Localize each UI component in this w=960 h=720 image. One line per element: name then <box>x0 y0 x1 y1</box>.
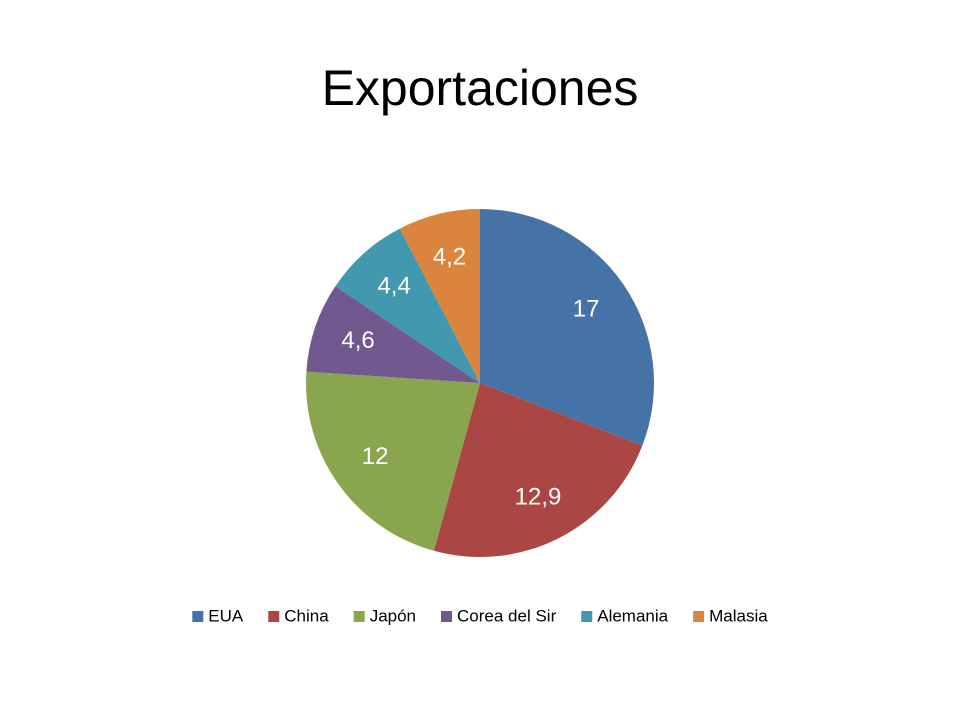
data-label: 17 <box>573 295 600 322</box>
legend-swatch <box>441 611 453 622</box>
data-label: 12,9 <box>515 483 562 510</box>
legend-swatch <box>353 611 365 622</box>
pie-slice <box>433 383 643 557</box>
legend-swatch <box>268 611 280 622</box>
legend-swatch <box>581 611 593 622</box>
legend-swatch <box>192 611 204 622</box>
chart-title: Exportaciones <box>322 60 639 116</box>
legend-label: China <box>284 606 329 625</box>
legend-label: Corea del Sir <box>457 606 557 625</box>
legend-item: Japón <box>353 606 416 625</box>
data-label: 4,4 <box>377 272 410 299</box>
pie-slice <box>480 209 654 446</box>
pie-slice <box>399 209 480 383</box>
legend-label: Alemania <box>597 606 668 625</box>
pie-slice <box>335 228 480 383</box>
data-label: 4,6 <box>341 327 374 354</box>
legend-swatch <box>693 611 705 622</box>
pie-slice <box>306 371 480 551</box>
legend-item: Alemania <box>581 606 669 625</box>
legend-label: Japón <box>370 606 416 625</box>
legend-label: EUA <box>208 606 244 625</box>
legend-item: Malasia <box>693 606 768 625</box>
legend-item: Corea del Sir <box>441 606 557 625</box>
legend-label: Malasia <box>709 606 768 625</box>
legend-item: China <box>268 606 329 625</box>
legend-item: EUA <box>192 606 244 625</box>
pie-slice <box>306 286 480 383</box>
data-label: 4,2 <box>433 243 466 270</box>
data-label: 12 <box>362 443 389 470</box>
